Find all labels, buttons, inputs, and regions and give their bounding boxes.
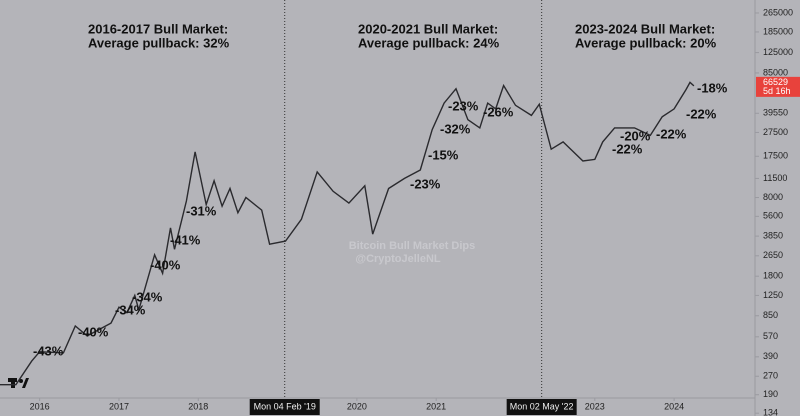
pullback-label: -26% [483,104,514,119]
x-tick-label: 2024 [664,401,684,411]
y-tick-label: 850 [763,310,778,320]
y-tick-label: 11500 [763,173,787,183]
countdown: 5d 16h [763,86,791,96]
y-tick-label: 1250 [763,290,783,300]
pullback-label: -40% [150,257,181,272]
pullback-label: -31% [186,203,217,218]
pullback-label: -18% [697,80,728,95]
heading-title: 2016-2017 Bull Market: [88,21,228,36]
y-tick-label: 265000 [763,7,793,17]
pullback-label: -40% [78,324,109,339]
x-tick-label: 2016 [30,401,50,411]
pullback-label: -43% [33,343,64,358]
pullback-label: -22% [686,106,717,121]
heading-subtitle: Average pullback: 20% [575,35,717,50]
y-tick-label: 5600 [763,211,783,221]
x-tick-label: 2021 [426,401,446,411]
y-tick-label: 125000 [763,47,793,57]
y-tick-label: 3850 [763,230,783,240]
pullback-label: -34% [115,302,146,317]
last-price-box [756,76,800,97]
y-tick-label: 570 [763,331,778,341]
x-tick-label: 2018 [188,401,208,411]
y-tick-label: 27500 [763,127,788,137]
pullback-label: -22% [612,141,643,156]
heading-title: 2023-2024 Bull Market: [575,21,715,36]
pullback-label: -23% [448,98,479,113]
pullback-label: -20% [620,128,651,143]
pullback-label: -23% [410,176,441,191]
x-tick-label: 2023 [585,401,605,411]
heading-title: 2020-2021 Bull Market: [358,21,498,36]
crosshair-label-box [506,399,577,415]
y-tick-label: 17500 [763,151,788,161]
y-tick-label: 39550 [763,108,788,118]
pullback-label: -41% [170,232,201,247]
heading-subtitle: Average pullback: 32% [88,35,230,50]
y-tick-label: 270 [763,371,778,381]
y-tick-label: 190 [763,389,778,399]
x-tick-label: 2020 [347,401,367,411]
heading-subtitle: Average pullback: 24% [358,35,500,50]
y-tick-label: 2650 [763,250,783,260]
x-tick-label: 2017 [109,401,129,411]
y-tick-label: 390 [763,351,778,361]
y-tick-label: 185000 [763,26,793,36]
crosshair-label-box [249,399,320,415]
logo [8,378,29,388]
crosshair-label: Mon 02 May '22 [510,401,574,411]
y-tick-label: 134 [763,408,778,416]
pullback-label: -32% [440,121,471,136]
watermark: Bitcoin Bull Market Dips [349,240,476,252]
y-tick-label: 8000 [763,192,783,202]
price-line [0,81,695,386]
pullback-label: -22% [656,126,687,141]
y-tick-label: 1800 [763,271,783,281]
y-tick-label: 85000 [763,67,788,77]
pullback-label: -34% [132,289,163,304]
watermark: @CryptoJelleNL [355,253,441,265]
pullback-label: -15% [428,147,459,162]
crosshair-label: Mon 04 Feb '19 [254,401,316,411]
last-price: 66529 [763,77,788,87]
